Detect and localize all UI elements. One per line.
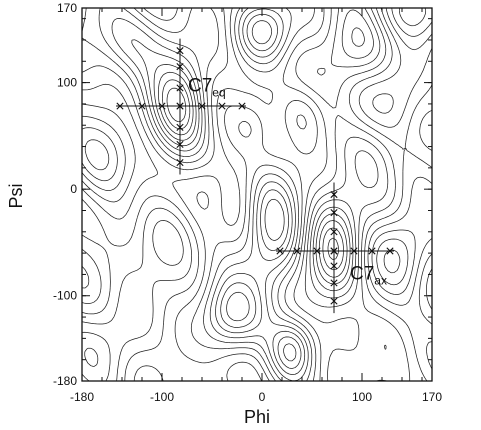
c7eq-marker bbox=[176, 158, 184, 167]
c7eq-marker bbox=[116, 102, 124, 110]
c7ax-marker bbox=[330, 190, 338, 199]
c7ax-marker bbox=[313, 247, 321, 255]
c7eq-marker bbox=[218, 102, 226, 110]
axis-ticks bbox=[81, 7, 433, 382]
c7ax-marker bbox=[330, 209, 338, 217]
c7ax-marker bbox=[293, 247, 301, 255]
x-tick-label: 0 bbox=[259, 390, 266, 404]
y-tick-label: -100 bbox=[53, 289, 77, 303]
c7eq-marker bbox=[138, 102, 146, 110]
c7eq-marker bbox=[176, 123, 184, 131]
c7eq-marker bbox=[198, 102, 206, 110]
axis-tick-labels: -180 -100 0 100 170 170 100 0 -100 -180 bbox=[53, 1, 442, 404]
conformer-markers bbox=[116, 38, 394, 314]
x-axis-label: Phi bbox=[244, 407, 270, 427]
c7ax-marker bbox=[330, 228, 338, 236]
x-tick-label: -180 bbox=[70, 390, 94, 404]
y-tick-label: 170 bbox=[57, 1, 77, 15]
c7eq-marker bbox=[158, 102, 166, 110]
c7ax-marker bbox=[330, 279, 338, 287]
c7eq-marker bbox=[238, 102, 246, 110]
c7ax-marker bbox=[276, 247, 284, 255]
c7eq-marker bbox=[176, 47, 184, 55]
c7ax-marker bbox=[368, 247, 376, 255]
x-tick-label: 170 bbox=[422, 390, 442, 404]
c7ax-label: C7ax bbox=[350, 263, 387, 287]
y-axis-label: Psi bbox=[6, 183, 26, 208]
c7eq-label: C7eq bbox=[188, 76, 226, 100]
c7eq-marker bbox=[176, 84, 184, 92]
x-tick-label: -100 bbox=[150, 390, 174, 404]
y-tick-label: 0 bbox=[70, 182, 77, 196]
contour-path bbox=[81, 7, 433, 382]
y-tick-label: 100 bbox=[57, 76, 77, 90]
y-tick-label: -180 bbox=[53, 374, 77, 388]
c7ax-marker bbox=[386, 247, 394, 255]
annotation-labels: C7eq C7ax bbox=[188, 76, 387, 288]
c7ax-marker bbox=[330, 247, 338, 255]
contour-lines bbox=[81, 7, 433, 382]
plot-frame bbox=[81, 7, 433, 382]
x-tick-label: 100 bbox=[352, 390, 372, 404]
c7ax-marker bbox=[330, 297, 338, 305]
c7ax-marker bbox=[350, 247, 358, 255]
c7eq-marker bbox=[176, 102, 184, 110]
c7ax-marker bbox=[330, 262, 338, 270]
c7eq-marker bbox=[176, 63, 184, 71]
c7eq-marker bbox=[176, 140, 184, 148]
